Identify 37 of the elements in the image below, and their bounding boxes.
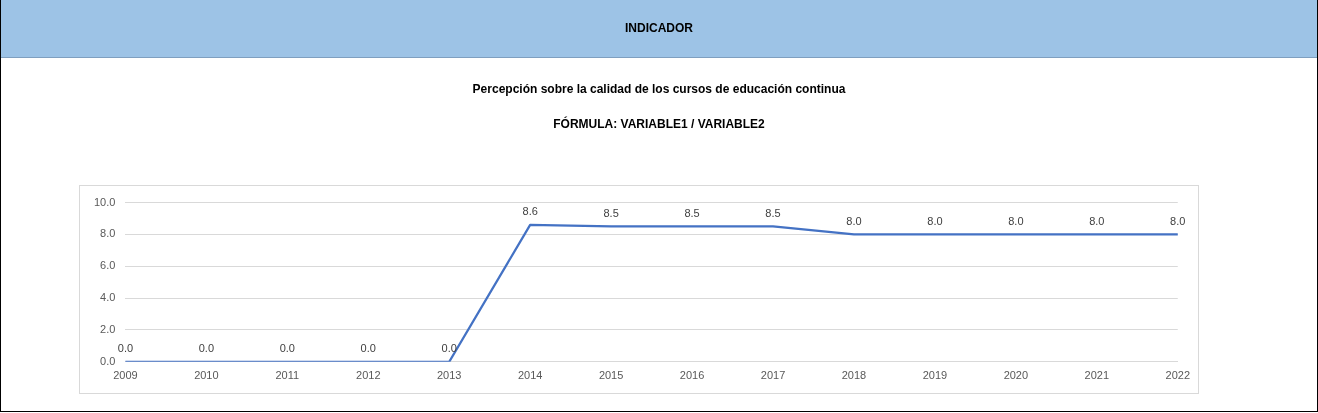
data-label: 8.5 <box>684 207 700 220</box>
data-label: 0.0 <box>279 342 295 355</box>
x-tick-label: 2021 <box>1084 369 1110 382</box>
data-label: 8.0 <box>846 214 862 227</box>
chart-title: Percepción sobre la calidad de los cursos de educación continua <box>471 82 847 96</box>
x-tick-label: 2014 <box>517 369 543 382</box>
x-tick-label: 2013 <box>436 369 462 382</box>
x-tick-label: 2011 <box>275 369 300 382</box>
x-tick-label: 2016 <box>679 369 705 382</box>
data-label: 8.0 <box>927 214 943 227</box>
data-label: 0.0 <box>441 342 457 355</box>
data-label: 8.5 <box>603 207 619 220</box>
x-tick-label: 2022 <box>1165 369 1191 382</box>
text: INDICADOR <box>1 0 1317 58</box>
y-tick-label: 6.0 <box>100 259 116 272</box>
x-tick-label: 2020 <box>1003 369 1029 382</box>
x-tick-label: 2019 <box>922 369 948 382</box>
chart-subtitle: FÓRMULA: VARIABLE1 / VARIABLE2 <box>552 117 766 131</box>
data-label: 8.6 <box>522 205 538 218</box>
y-tick-label: 2.0 <box>100 322 116 335</box>
x-tick-label: 2015 <box>598 369 624 382</box>
data-label: 0.0 <box>117 342 134 355</box>
data-label: 0.0 <box>360 342 376 355</box>
x-tick-label: 2012 <box>356 369 381 382</box>
data-label: 8.0 <box>1170 214 1186 227</box>
data-label: 8.0 <box>1008 214 1024 227</box>
x-tick-label: 2017 <box>760 369 786 382</box>
y-tick-label: 8.0 <box>100 227 116 240</box>
y-tick-label: 0.0 <box>100 354 116 367</box>
y-tick-label: 4.0 <box>100 291 116 304</box>
x-tick-label: 2009 <box>113 369 138 382</box>
x-tick-label: 2010 <box>194 369 219 382</box>
x-tick-label: 2018 <box>841 369 867 382</box>
data-label: 0.0 <box>198 342 215 355</box>
data-label: 8.0 <box>1089 214 1105 227</box>
y-tick-label: 10.0 <box>93 195 116 208</box>
data-label: 8.5 <box>765 207 781 220</box>
